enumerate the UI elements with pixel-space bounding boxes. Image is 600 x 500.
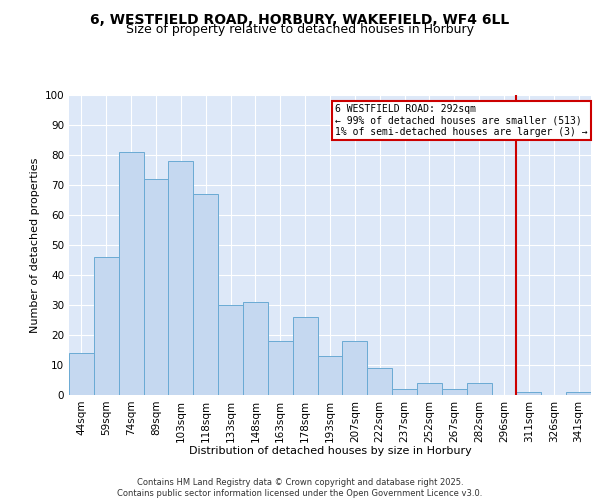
X-axis label: Distribution of detached houses by size in Horbury: Distribution of detached houses by size … bbox=[188, 446, 472, 456]
Y-axis label: Number of detached properties: Number of detached properties bbox=[31, 158, 40, 332]
Bar bbox=[467, 383, 491, 395]
Bar bbox=[517, 392, 541, 395]
Bar bbox=[169, 161, 193, 395]
Bar bbox=[69, 353, 94, 395]
Bar bbox=[343, 341, 367, 395]
Bar bbox=[243, 302, 268, 395]
Bar bbox=[218, 305, 243, 395]
Bar bbox=[143, 179, 169, 395]
Bar bbox=[566, 392, 591, 395]
Text: 6 WESTFIELD ROAD: 292sqm
← 99% of detached houses are smaller (513)
1% of semi-d: 6 WESTFIELD ROAD: 292sqm ← 99% of detach… bbox=[335, 104, 587, 137]
Bar bbox=[193, 194, 218, 395]
Text: Size of property relative to detached houses in Horbury: Size of property relative to detached ho… bbox=[126, 22, 474, 36]
Bar bbox=[293, 317, 317, 395]
Text: Contains HM Land Registry data © Crown copyright and database right 2025.
Contai: Contains HM Land Registry data © Crown c… bbox=[118, 478, 482, 498]
Text: 6, WESTFIELD ROAD, HORBURY, WAKEFIELD, WF4 6LL: 6, WESTFIELD ROAD, HORBURY, WAKEFIELD, W… bbox=[91, 12, 509, 26]
Bar bbox=[94, 257, 119, 395]
Bar bbox=[417, 383, 442, 395]
Bar bbox=[268, 341, 293, 395]
Bar bbox=[392, 389, 417, 395]
Bar bbox=[317, 356, 343, 395]
Bar bbox=[367, 368, 392, 395]
Bar bbox=[119, 152, 143, 395]
Bar bbox=[442, 389, 467, 395]
